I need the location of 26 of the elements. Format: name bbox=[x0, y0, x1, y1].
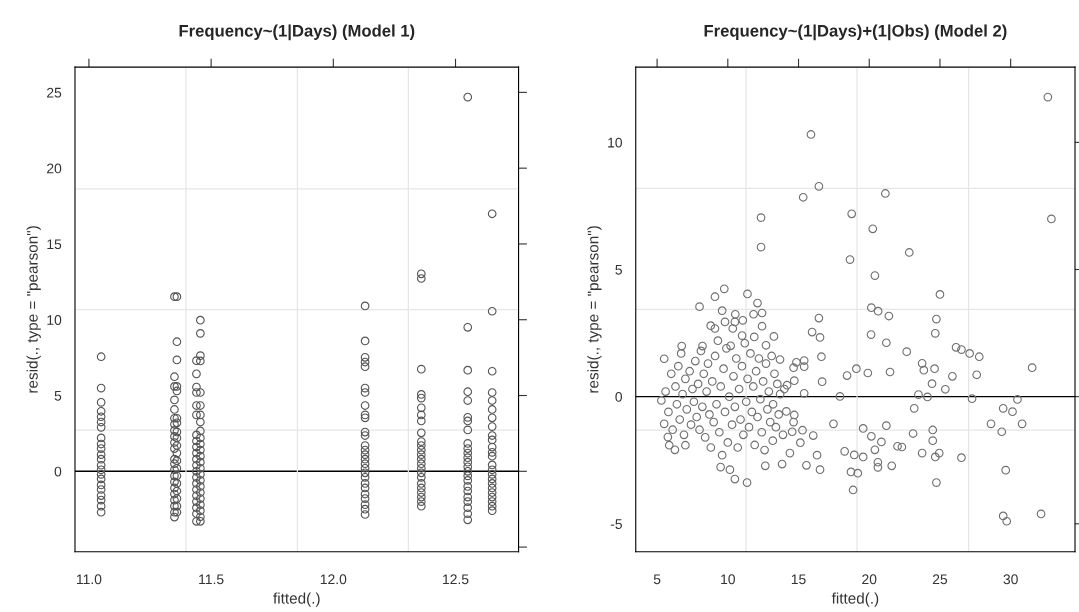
x-tick-label: 30 bbox=[1003, 574, 1018, 585]
x-tick-label: 11.5 bbox=[199, 574, 224, 585]
y-axis-title: resid(., type = "pearson") bbox=[587, 226, 602, 393]
y-tick-label: 15 bbox=[47, 239, 62, 250]
chart-title: Frequency~(1|Days) (Model 1) bbox=[179, 24, 415, 41]
x-tick-label: 10 bbox=[721, 574, 735, 585]
x-tick-label: 25 bbox=[932, 574, 948, 585]
x-axis-title: fitted(.) bbox=[831, 592, 879, 607]
y-axis-title: resid(., type = "pearson") bbox=[26, 226, 41, 393]
y-tick-label: 5 bbox=[615, 264, 622, 275]
y-tick-label: -5 bbox=[610, 519, 622, 529]
x-tick-label: 20 bbox=[862, 574, 877, 585]
y-tick-label: 25 bbox=[47, 87, 62, 98]
x-tick-label: 15 bbox=[791, 574, 806, 585]
y-tick-label: 10 bbox=[608, 137, 623, 148]
y-tick-label: 20 bbox=[47, 163, 62, 174]
x-tick-label: 12.0 bbox=[320, 574, 347, 585]
y-tick-label: 0 bbox=[615, 391, 623, 402]
x-tick-label: 11.0 bbox=[76, 574, 102, 585]
y-tick-label: 10 bbox=[47, 315, 62, 325]
x-tick-label: 12.5 bbox=[443, 574, 469, 585]
y-tick-label: 5 bbox=[54, 390, 62, 401]
x-tick-label: 5 bbox=[653, 574, 661, 585]
chart-title: Frequency~(1|Days)+(1|Obs) (Model 2) bbox=[704, 24, 1007, 41]
x-axis-title: fitted(.) bbox=[273, 592, 320, 607]
y-tick-label: 0 bbox=[54, 466, 62, 477]
